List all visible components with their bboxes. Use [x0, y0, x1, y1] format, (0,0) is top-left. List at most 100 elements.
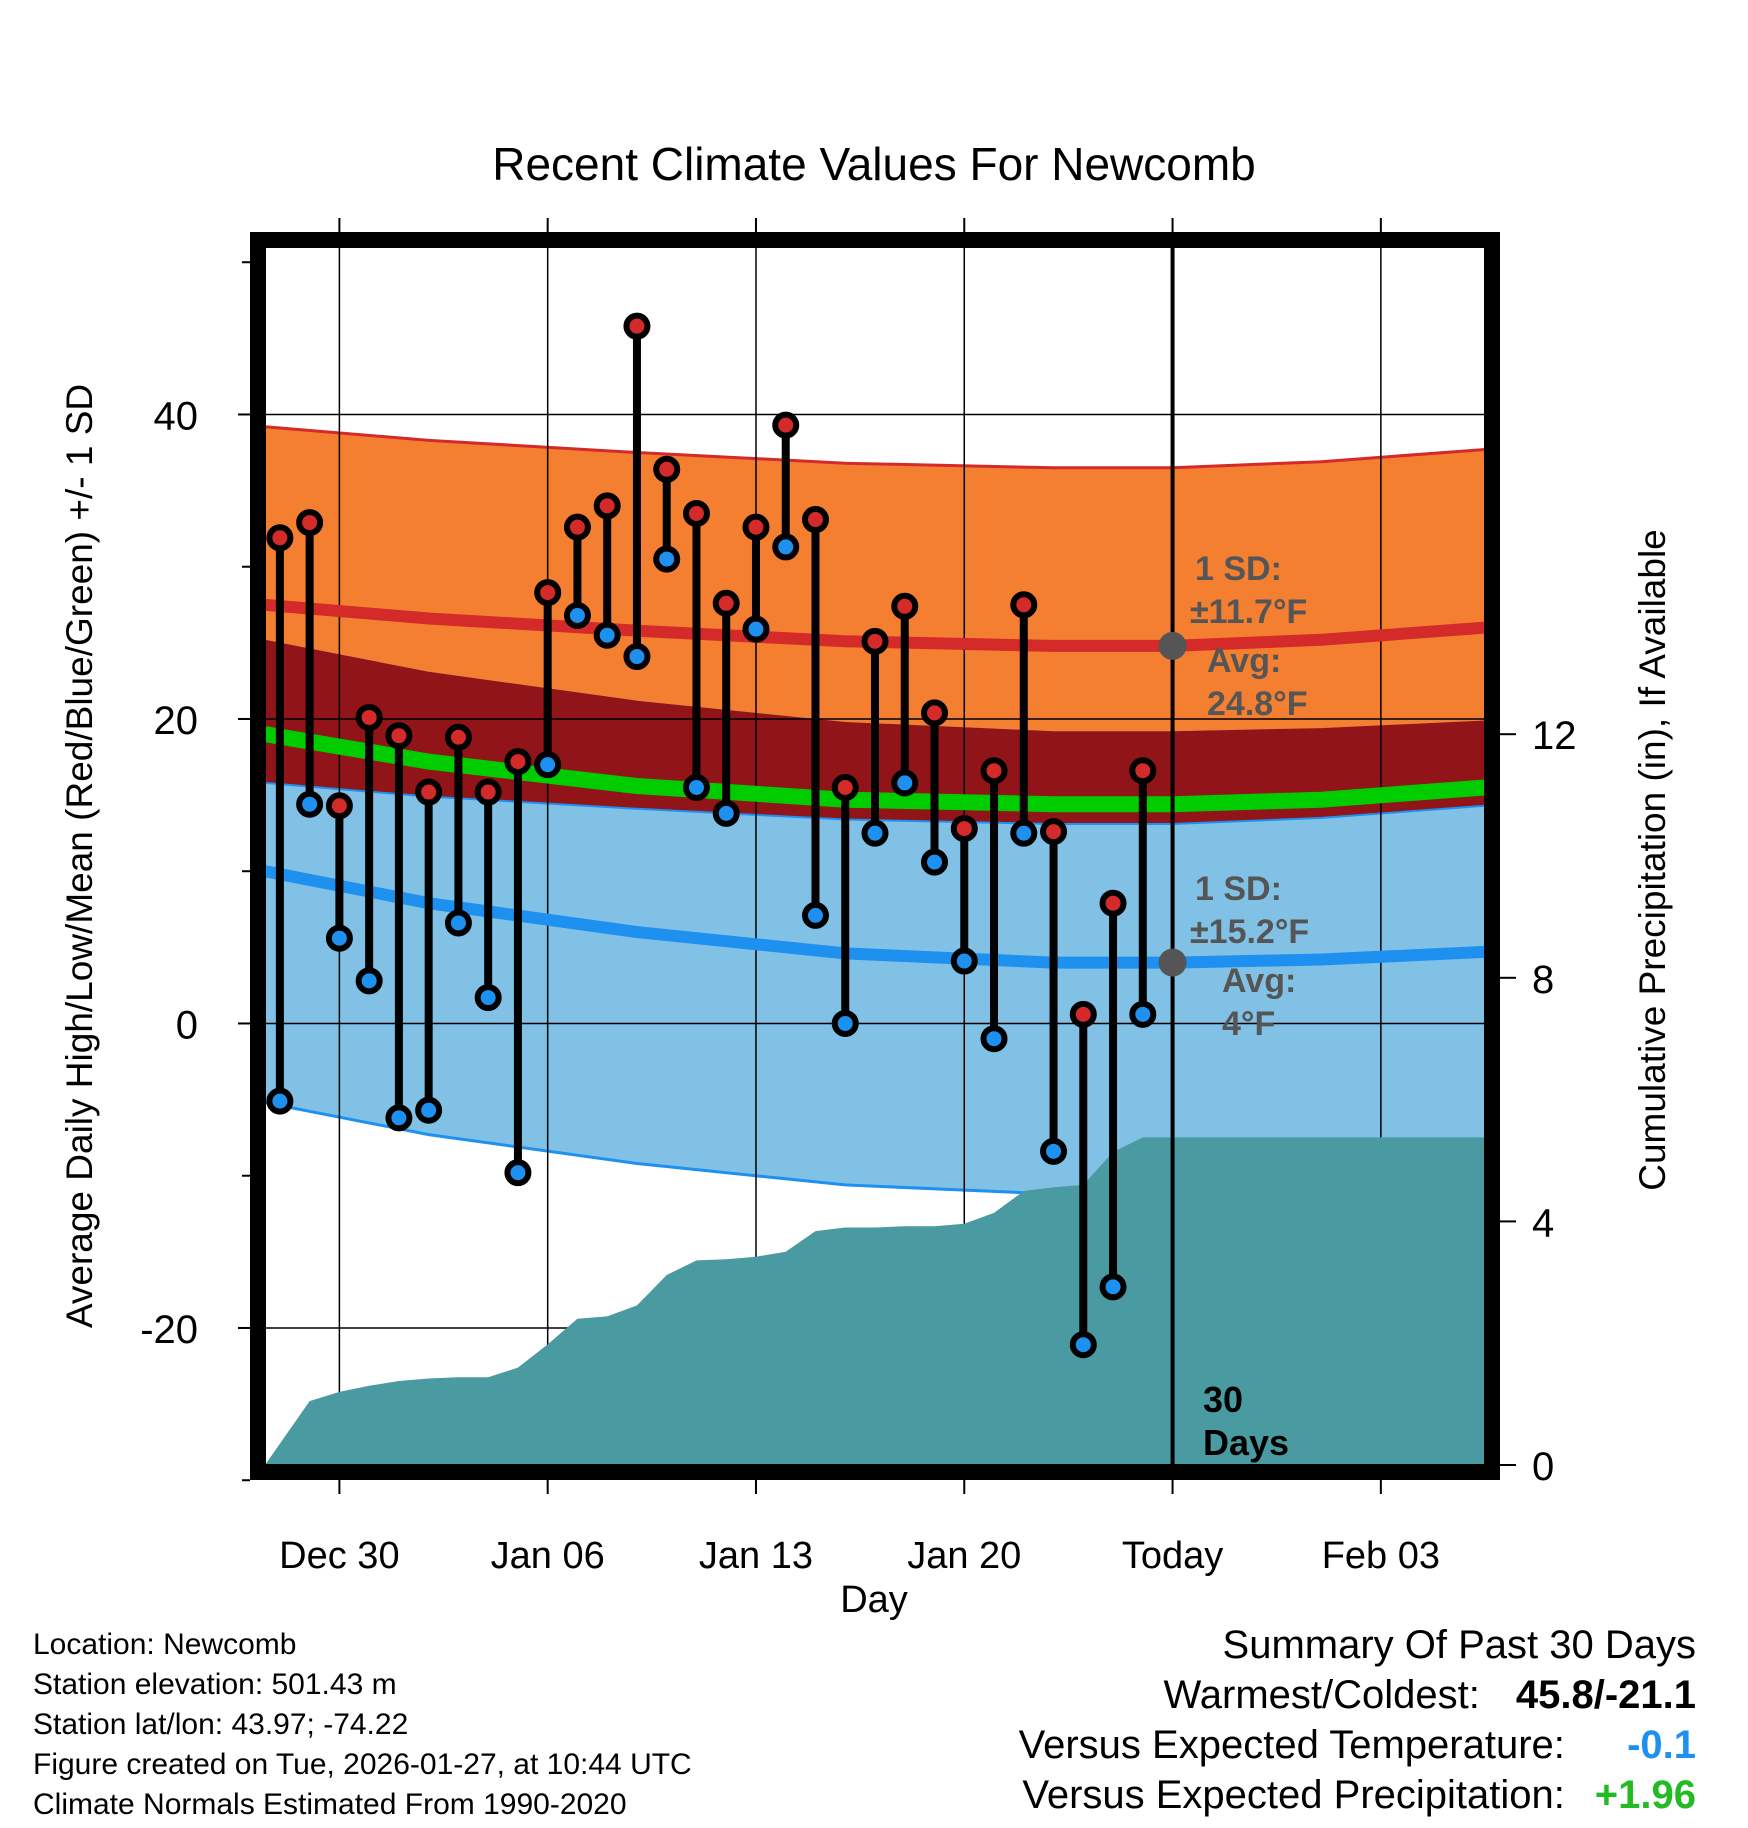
plot-area	[265, 247, 1485, 1465]
y-tick-label: -20	[140, 1308, 198, 1352]
daily-low-point	[296, 790, 324, 818]
daily-low-point	[415, 1096, 443, 1124]
daily-high-point	[355, 703, 383, 731]
today-days-number: 30	[1203, 1379, 1243, 1420]
plot-frame	[250, 232, 1500, 1480]
summary-temp-row: Versus Expected Temperature: -0.1	[1019, 1720, 1696, 1770]
daily-low-point	[772, 533, 800, 561]
daily-low-point	[801, 901, 829, 929]
low-avg-title: Avg:	[1222, 962, 1296, 1000]
daily-low-point	[861, 819, 889, 847]
daily-low-point	[266, 1087, 294, 1115]
normal-high-today-marker	[1158, 631, 1187, 660]
precip-label: Versus Expected Precipitation:	[1022, 1773, 1565, 1817]
daily-high-point	[444, 723, 472, 751]
high-avg-value: 24.8°F	[1207, 685, 1308, 723]
daily-high-point	[980, 757, 1008, 785]
created-text: Figure created on Tue, 2026-01-27, at 10…	[33, 1748, 692, 1781]
low-sd-title: 1 SD:	[1195, 870, 1282, 908]
normal-high-line	[265, 598, 1485, 652]
daily-high-point	[296, 509, 324, 537]
daily-low-point	[504, 1159, 532, 1187]
temp-label: Versus Expected Temperature:	[1018, 1723, 1565, 1767]
daily-high-point	[742, 513, 770, 541]
daily-low-point	[593, 621, 621, 649]
daily-low-point	[921, 848, 949, 876]
x-tick-label: Feb 03	[1322, 1535, 1440, 1577]
x-tick-label: Dec 30	[279, 1535, 399, 1577]
summary-panel: Summary Of Past 30 Days Warmest/Coldest:…	[1019, 1620, 1696, 1820]
daily-high-point	[415, 778, 443, 806]
daily-low-point	[653, 545, 681, 573]
y2-tick-label: 0	[1532, 1445, 1554, 1489]
plot-overlay: 1 SD: ±11.7°F Avg: 24.8°F 1 SD: ±15.2°F Avg: 4°…	[266, 247, 1309, 1465]
daily-low-point	[831, 1009, 859, 1037]
precip-value: +1.96	[1594, 1773, 1696, 1817]
normal-mean-line	[265, 726, 1485, 813]
daily-high-point	[1129, 757, 1157, 785]
normal-low-today-marker	[1158, 948, 1187, 977]
daily-high-point	[563, 513, 591, 541]
low-sd-value: ±15.2°F	[1190, 913, 1309, 951]
daily-high-point	[891, 592, 919, 620]
x-axis-label: Day	[840, 1579, 908, 1621]
normals-text: Climate Normals Estimated From 1990-2020	[33, 1788, 627, 1821]
daily-high-point	[921, 699, 949, 727]
y-tick-label: 0	[176, 1003, 198, 1047]
summary-title: Summary Of Past 30 Days	[1222, 1623, 1696, 1667]
daily-high-point	[950, 815, 978, 843]
daily-low-point	[682, 773, 710, 801]
daily-low-point	[623, 643, 651, 671]
x-tick-label: Jan 06	[491, 1535, 605, 1577]
high-sd-upper-line	[265, 425, 1485, 470]
daily-low-point	[1069, 1331, 1097, 1359]
axes: -20 0 20 40 0 4 8 12 Dec 30 Jan 06 Jan 13 Jan 20 Tod…	[140, 218, 1577, 1577]
daily-high-point	[593, 492, 621, 520]
y2-tick-label: 8	[1532, 958, 1554, 1002]
daily-high-point	[653, 455, 681, 483]
y-tick-label: 20	[154, 699, 199, 743]
daily-high-point	[772, 411, 800, 439]
elevation-text: Station elevation: 501.43 m	[33, 1668, 397, 1701]
temp-value: -0.1	[1627, 1723, 1696, 1767]
x-tick-label: Jan 13	[699, 1535, 813, 1577]
summary-warmest-row: Warmest/Coldest: 45.8/-21.1	[1019, 1670, 1697, 1720]
daily-high-point	[504, 748, 532, 776]
daily-high-point	[623, 312, 651, 340]
daily-high-point	[474, 778, 502, 806]
daily-low-point	[355, 967, 383, 995]
daily-high-point	[1010, 591, 1038, 619]
daily-low-point	[325, 924, 353, 952]
daily-low-point	[1099, 1273, 1127, 1301]
daily-low-point	[891, 769, 919, 797]
daily-high-point	[325, 792, 353, 820]
daily-high-point	[385, 722, 413, 750]
daily-low-point	[563, 601, 591, 629]
daily-low-point	[534, 751, 562, 779]
daily-high-point	[1069, 1000, 1097, 1028]
precip-area	[265, 1137, 1485, 1465]
daily-low-point	[1129, 1000, 1157, 1028]
warmest-value: 45.8/-21.1	[1515, 1673, 1696, 1717]
daily-high-point	[801, 506, 829, 534]
latlon-text: Station lat/lon: 43.97; -74.22	[33, 1708, 409, 1741]
high-sd-value: ±11.7°F	[1190, 593, 1307, 631]
daily-low-point	[444, 909, 472, 937]
y-tick-label: 40	[154, 394, 199, 438]
daily-low-point	[980, 1025, 1008, 1053]
daily-low-point	[474, 984, 502, 1012]
daily-high-point	[1099, 889, 1127, 917]
daily-low-point	[385, 1104, 413, 1132]
high-avg-title: Avg:	[1207, 642, 1281, 680]
y-axis-label: Average Daily High/Low/Mean (Red/Blue/Gr…	[59, 384, 100, 1328]
x-tick-label: Today	[1122, 1535, 1223, 1577]
y2-tick-label: 4	[1532, 1201, 1554, 1245]
daily-high-point	[534, 579, 562, 607]
station-info: Location: Newcomb Station elevation: 501…	[33, 1625, 692, 1825]
x-tick-label: Jan 20	[907, 1535, 1021, 1577]
daily-low-point	[742, 615, 770, 643]
daily-high-point	[266, 524, 294, 552]
daily-low-point	[950, 947, 978, 975]
daily-high-point	[712, 589, 740, 617]
today-days-label: Days	[1203, 1422, 1289, 1463]
